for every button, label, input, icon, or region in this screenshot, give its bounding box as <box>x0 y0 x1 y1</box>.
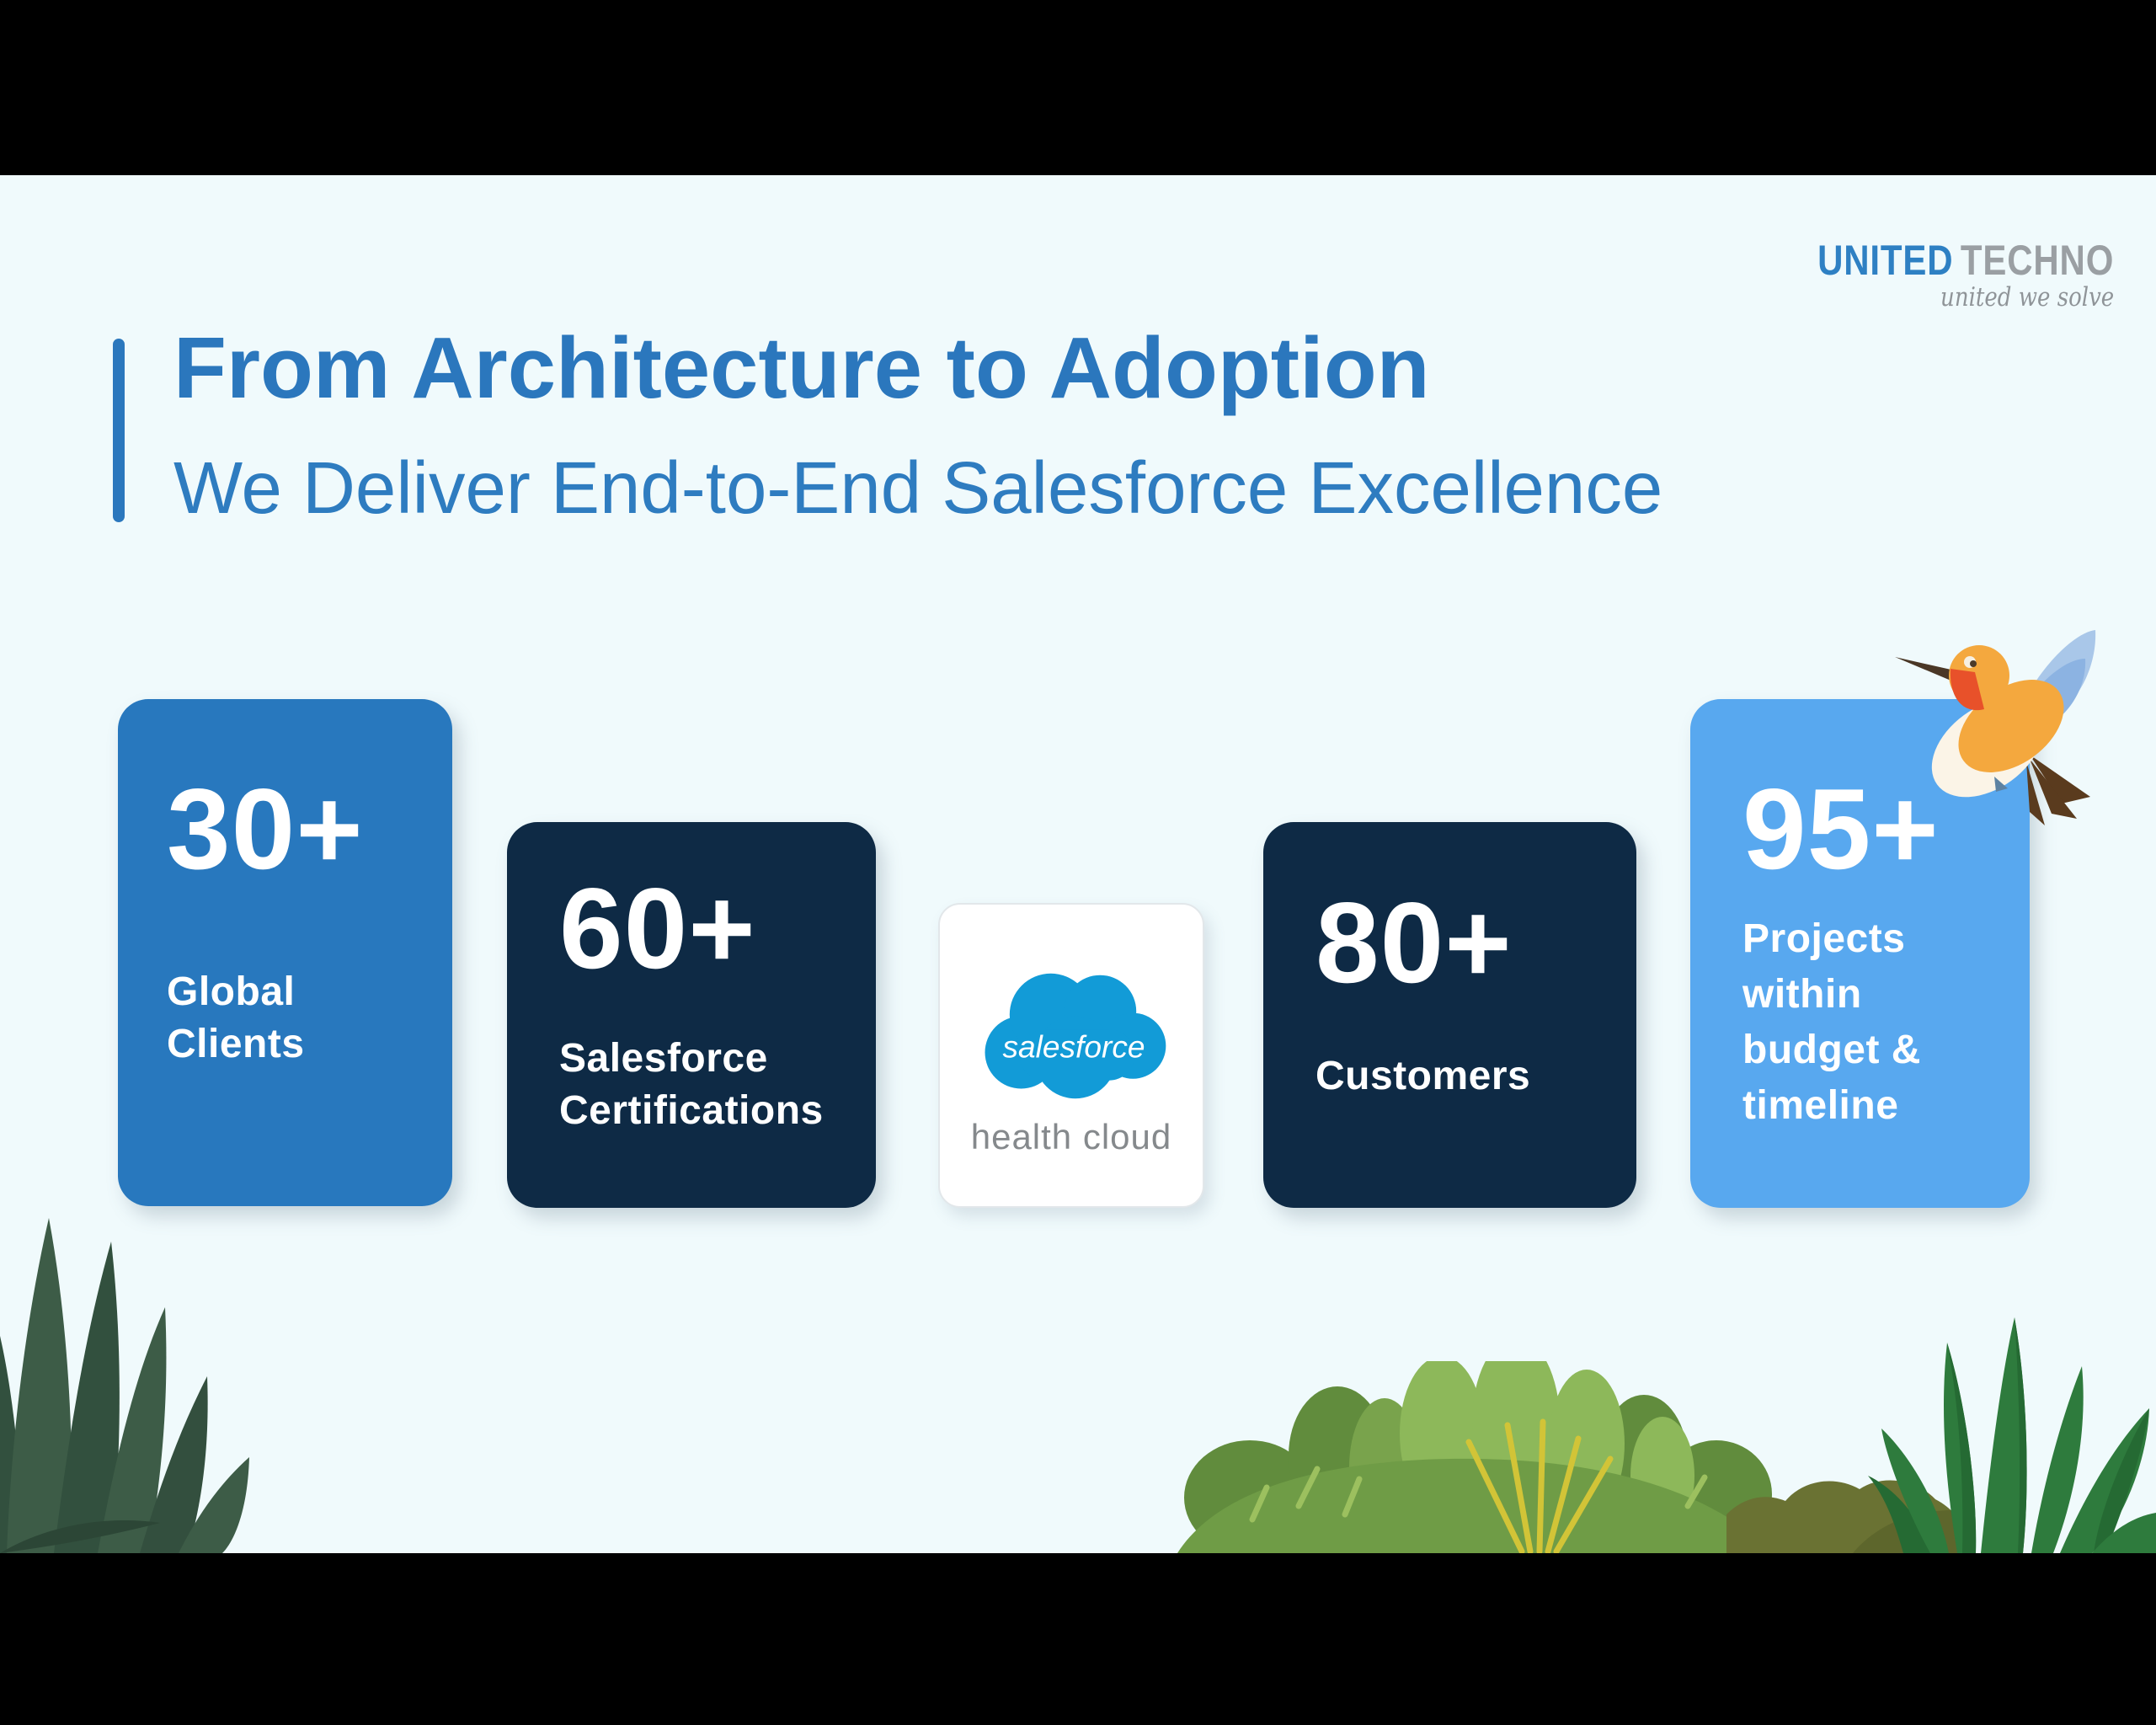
slide-title: From Architecture to Adoption <box>173 319 1430 416</box>
stat-label: Projects within budget & timeline <box>1742 916 1921 1128</box>
stat-label: Salesforce Certifications <box>559 1036 824 1133</box>
stat-value: 60+ <box>559 864 756 992</box>
logo-text-primary: UNITED <box>1817 237 1954 284</box>
stat-label: Customers <box>1315 1054 1531 1098</box>
stat-card-projects-on-budget: 95+ Projects within budget & timeline <box>1690 699 2030 1208</box>
plant-illustration-right <box>1868 1317 2156 1553</box>
logo-text-secondary: TECHNO <box>1960 237 2114 284</box>
stat-card-global-clients: 30+ Global Clients <box>118 699 452 1206</box>
logo-tagline: united we solve <box>1940 282 2114 312</box>
slide-subtitle: We Deliver End-to-End Salesforce Excelle… <box>173 447 1663 529</box>
stat-value: 80+ <box>1315 879 1513 1007</box>
stat-label: Global Clients <box>167 969 305 1066</box>
company-logo-wordmark: UNITED TECHNO <box>1817 239 2114 281</box>
salesforce-health-cloud-badge: salesforce health cloud <box>938 903 1204 1208</box>
stat-value: 30+ <box>167 765 364 893</box>
salesforce-wordmark: salesforce <box>1002 1028 1145 1064</box>
grass-illustration-left <box>0 1218 249 1553</box>
letterbox-bottom-bar <box>0 1553 2156 1725</box>
title-accent-bar <box>113 339 125 522</box>
stat-card-customers: 80+ Customers <box>1263 822 1636 1208</box>
stat-card-salesforce-certifications: 60+ Salesforce Certifications <box>507 822 876 1208</box>
company-logo: UNITED TECHNO united we solve <box>1817 239 2114 311</box>
letterbox-top-bar <box>0 0 2156 175</box>
salesforce-product-label: health cloud <box>970 1117 1172 1156</box>
bush-illustration-center <box>1177 1361 1774 1553</box>
mound-illustration-olive <box>1726 1480 1971 1553</box>
slide-content: UNITED TECHNO united we solve From Archit… <box>0 175 2156 1553</box>
stat-value: 95+ <box>1742 765 1940 893</box>
salesforce-cloud-logo: salesforce <box>985 973 1166 1099</box>
